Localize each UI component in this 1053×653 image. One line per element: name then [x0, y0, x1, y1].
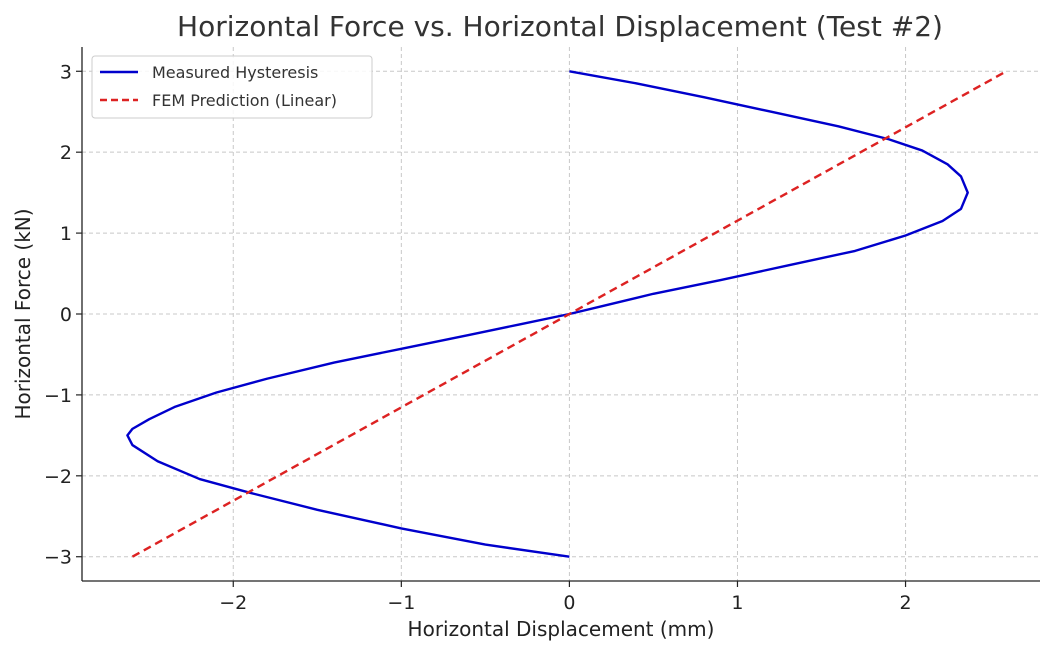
x-tick-label-3: 1: [731, 592, 743, 614]
y-tick-label-6: 3: [60, 61, 72, 83]
x-axis-ticks: −2 −1 0 1 2: [219, 581, 912, 614]
y-axis-ticks: −3 −2 −1 0 1 2 3: [44, 61, 82, 569]
grid: [82, 47, 1040, 581]
y-tick-label-3: 0: [60, 304, 72, 326]
plot-area: [126, 70, 1007, 558]
y-tick-label-5: 2: [60, 142, 72, 164]
y-tick-label-1: −2: [44, 466, 72, 488]
chart-title: Horizontal Force vs. Horizontal Displace…: [177, 10, 943, 43]
x-tick-label-1: −1: [387, 592, 415, 614]
x-tick-label-0: −2: [219, 592, 247, 614]
x-tick-label-4: 2: [899, 592, 911, 614]
legend-label-measured: Measured Hysteresis: [152, 63, 318, 82]
series-line-fem-prediction: [131, 70, 1007, 558]
legend-label-fem: FEM Prediction (Linear): [152, 91, 337, 110]
y-axis-label: Horizontal Force (kN): [11, 208, 35, 419]
x-axis-label: Horizontal Displacement (mm): [408, 617, 715, 641]
legend: Measured Hysteresis FEM Prediction (Line…: [91, 55, 373, 119]
x-tick-label-2: 0: [563, 592, 575, 614]
y-tick-label-4: 1: [60, 223, 72, 245]
y-tick-label-2: −1: [44, 385, 72, 407]
legend-box: [91, 55, 373, 119]
y-tick-label-0: −3: [44, 547, 72, 569]
